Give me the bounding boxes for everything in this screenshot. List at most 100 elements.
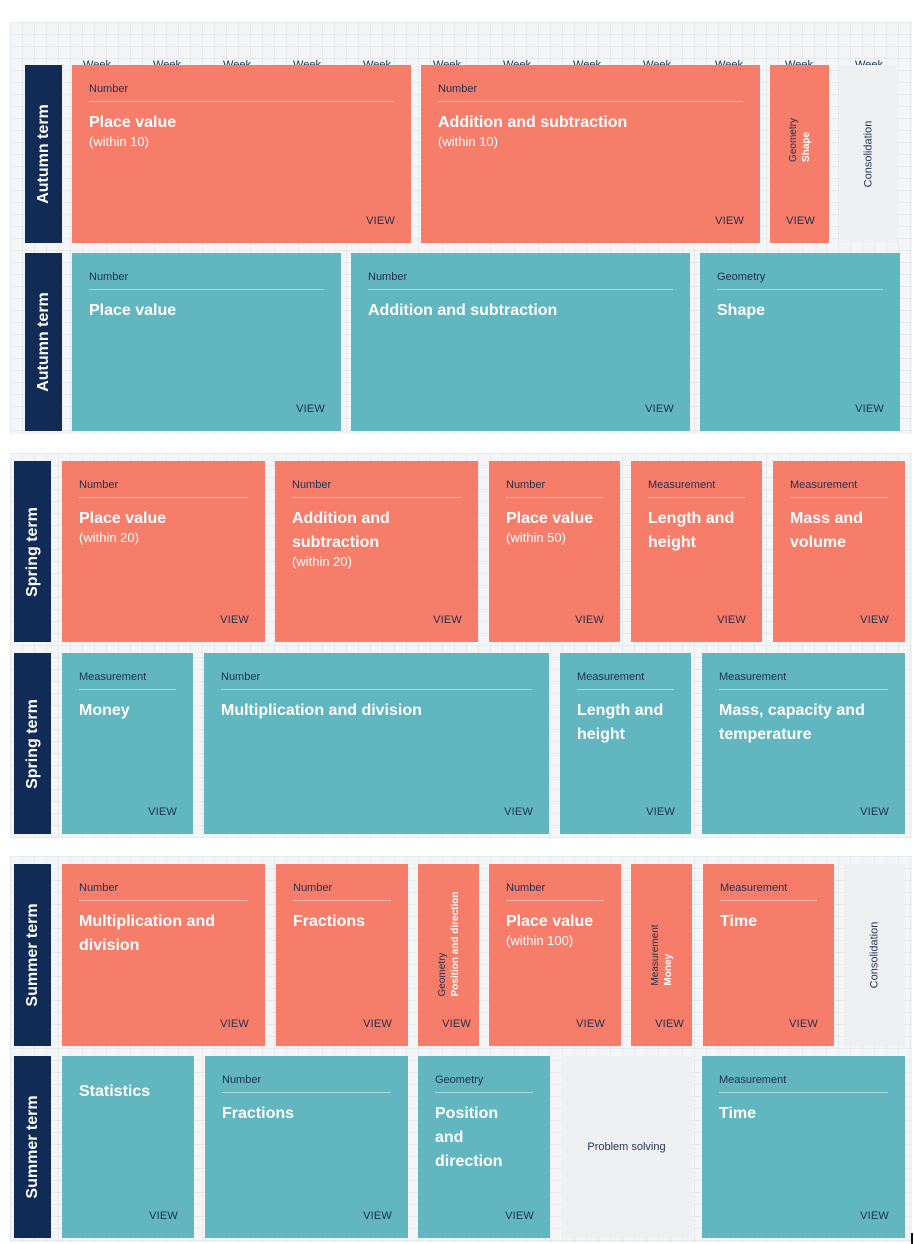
unit-category: Measurement [720, 882, 817, 901]
unit-card-mass-capacity-temperature[interactable]: Measurement Mass, capacity and temperatur… [702, 653, 905, 834]
unit-title-line: direction [435, 1153, 503, 1170]
unit-card-multiplication-division[interactable]: Number Multiplication and division VIEW [62, 864, 265, 1046]
view-link[interactable]: VIEW [220, 614, 249, 626]
view-link[interactable]: VIEW [366, 215, 395, 227]
unit-title-line: Mass and [790, 510, 863, 527]
unit-category: Number [222, 1074, 391, 1093]
unit-title: Time [719, 1105, 757, 1122]
unit-card-fractions[interactable]: Number Fractions VIEW [205, 1056, 408, 1238]
unit-title: Length and height [648, 507, 750, 555]
unit-title: Shape [717, 302, 766, 319]
unit-title-line: Mass, capacity and [719, 702, 865, 719]
unit-category: Number [506, 882, 604, 901]
unit-title: Position and direction [435, 1102, 538, 1174]
unit-category: Number [89, 83, 394, 102]
vertical-label: Geometry Position and direction [436, 892, 462, 997]
unit-card-place-value[interactable]: Number Place value (within 20) VIEW [62, 461, 265, 642]
unit-category: Geometry [787, 117, 799, 162]
term-label-spring-2: Spring term [14, 653, 51, 834]
term-label-text: Spring term [23, 506, 41, 597]
view-link[interactable]: VIEW [149, 1210, 178, 1222]
term-label-text: Autumn term [34, 292, 52, 392]
term-label-summer-2: Summer term [14, 1056, 51, 1238]
unit-category: Number [292, 479, 461, 498]
unit-card-shape[interactable]: Geometry Shape VIEW [770, 65, 829, 243]
view-link[interactable]: VIEW [645, 403, 674, 415]
unit-title: Place value [506, 510, 594, 527]
unit-card-length-height[interactable]: Measurement Length and height VIEW [631, 461, 762, 642]
summer-panel: Summer term Number Multiplication and div… [10, 856, 912, 1242]
view-link[interactable]: VIEW [296, 403, 325, 415]
unit-category: Geometry [435, 1074, 533, 1093]
unit-card-fractions[interactable]: Number Fractions VIEW [276, 864, 408, 1046]
unit-subtitle: (within 100) [506, 933, 574, 948]
unit-card-addition-subtraction[interactable]: Number Addition and subtraction VIEW [351, 253, 690, 431]
view-link[interactable]: VIEW [860, 806, 889, 818]
view-link[interactable]: VIEW [220, 1018, 249, 1030]
unit-card-statistics[interactable]: Statistics VIEW [62, 1056, 194, 1238]
unit-title: Mass, capacity and temperature [719, 699, 893, 747]
view-link[interactable]: VIEW [855, 403, 884, 415]
unit-title-line: division [79, 937, 140, 954]
text-cursor [911, 1233, 913, 1244]
unit-category: Measurement [719, 1074, 888, 1093]
view-link[interactable]: VIEW [646, 806, 675, 818]
unit-title: Place value [89, 114, 177, 131]
unit-title-line: height [577, 726, 625, 743]
view-link[interactable]: VIEW [575, 614, 604, 626]
unit-title: Length and height [577, 699, 679, 747]
unit-card-time[interactable]: Measurement Time VIEW [702, 1056, 905, 1238]
unit-card-shape[interactable]: Geometry Shape VIEW [700, 253, 900, 431]
spring-panel: Spring term Number Place value (within 2… [10, 453, 912, 838]
unit-card-time[interactable]: Measurement Time VIEW [703, 864, 834, 1046]
view-link[interactable]: VIEW [442, 1018, 471, 1030]
vertical-label: Measurement Money [649, 924, 675, 985]
unit-card-position-direction[interactable]: Geometry Position and direction VIEW [418, 864, 479, 1046]
term-label-autumn-1: Autumn term [25, 65, 62, 243]
unit-card-consolidation[interactable]: Consolidation [844, 864, 905, 1046]
unit-category: Measurement [649, 924, 661, 986]
unit-title: Time [720, 913, 758, 930]
unit-title-line: subtraction [292, 534, 380, 551]
view-link[interactable]: VIEW [860, 1210, 889, 1222]
unit-card-mass-volume[interactable]: Measurement Mass and volume VIEW [773, 461, 905, 642]
unit-card-problem-solving[interactable]: Problem solving [561, 1056, 692, 1238]
unit-title: Place value [89, 302, 177, 319]
vertical-label: Geometry Shape [787, 118, 813, 162]
unit-card-length-height[interactable]: Measurement Length and height VIEW [560, 653, 691, 834]
term-label-autumn-2: Autumn term [25, 253, 62, 431]
unit-card-money[interactable]: Measurement Money VIEW [631, 864, 692, 1046]
view-link[interactable]: VIEW [504, 806, 533, 818]
view-link[interactable]: VIEW [717, 614, 746, 626]
unit-card-place-value-50[interactable]: Number Place value (within 50) VIEW [489, 461, 620, 642]
view-link[interactable]: VIEW [860, 614, 889, 626]
view-link[interactable]: VIEW [148, 806, 177, 818]
view-link[interactable]: VIEW [789, 1018, 818, 1030]
view-link[interactable]: VIEW [786, 215, 815, 227]
view-link[interactable]: VIEW [715, 215, 744, 227]
term-label-spring-1: Spring term [14, 461, 51, 642]
unit-card-addition-subtraction[interactable]: Number Addition and subtraction (within … [421, 65, 760, 243]
unit-card-consolidation[interactable]: Consolidation [839, 65, 899, 243]
unit-card-position-direction[interactable]: Geometry Position and direction VIEW [418, 1056, 550, 1238]
unit-card-multiplication-division[interactable]: Number Multiplication and division VIEW [204, 653, 549, 834]
unit-title-line: temperature [719, 726, 812, 743]
unit-title-line: Addition and [292, 510, 390, 527]
unit-subtitle: (within 20) [79, 530, 139, 545]
view-link[interactable]: VIEW [363, 1018, 392, 1030]
unit-category: Measurement [719, 671, 888, 690]
unit-card-place-value-100[interactable]: Number Place value (within 100) VIEW [489, 864, 621, 1046]
unit-title-line: volume [790, 534, 847, 551]
unit-card-place-value[interactable]: Number Place value (within 10) VIEW [72, 65, 411, 243]
unit-title: Place value [79, 510, 167, 527]
unit-card-money[interactable]: Measurement Money VIEW [62, 653, 193, 834]
view-link[interactable]: VIEW [433, 614, 462, 626]
view-link[interactable]: VIEW [505, 1210, 534, 1222]
unit-category: Measurement [790, 479, 888, 498]
unit-card-place-value[interactable]: Number Place value VIEW [72, 253, 341, 431]
unit-category: Measurement [79, 671, 176, 690]
view-link[interactable]: VIEW [363, 1210, 392, 1222]
view-link[interactable]: VIEW [655, 1018, 684, 1030]
view-link[interactable]: VIEW [576, 1018, 605, 1030]
unit-card-addition-subtraction[interactable]: Number Addition and subtraction (within 2… [275, 461, 478, 642]
